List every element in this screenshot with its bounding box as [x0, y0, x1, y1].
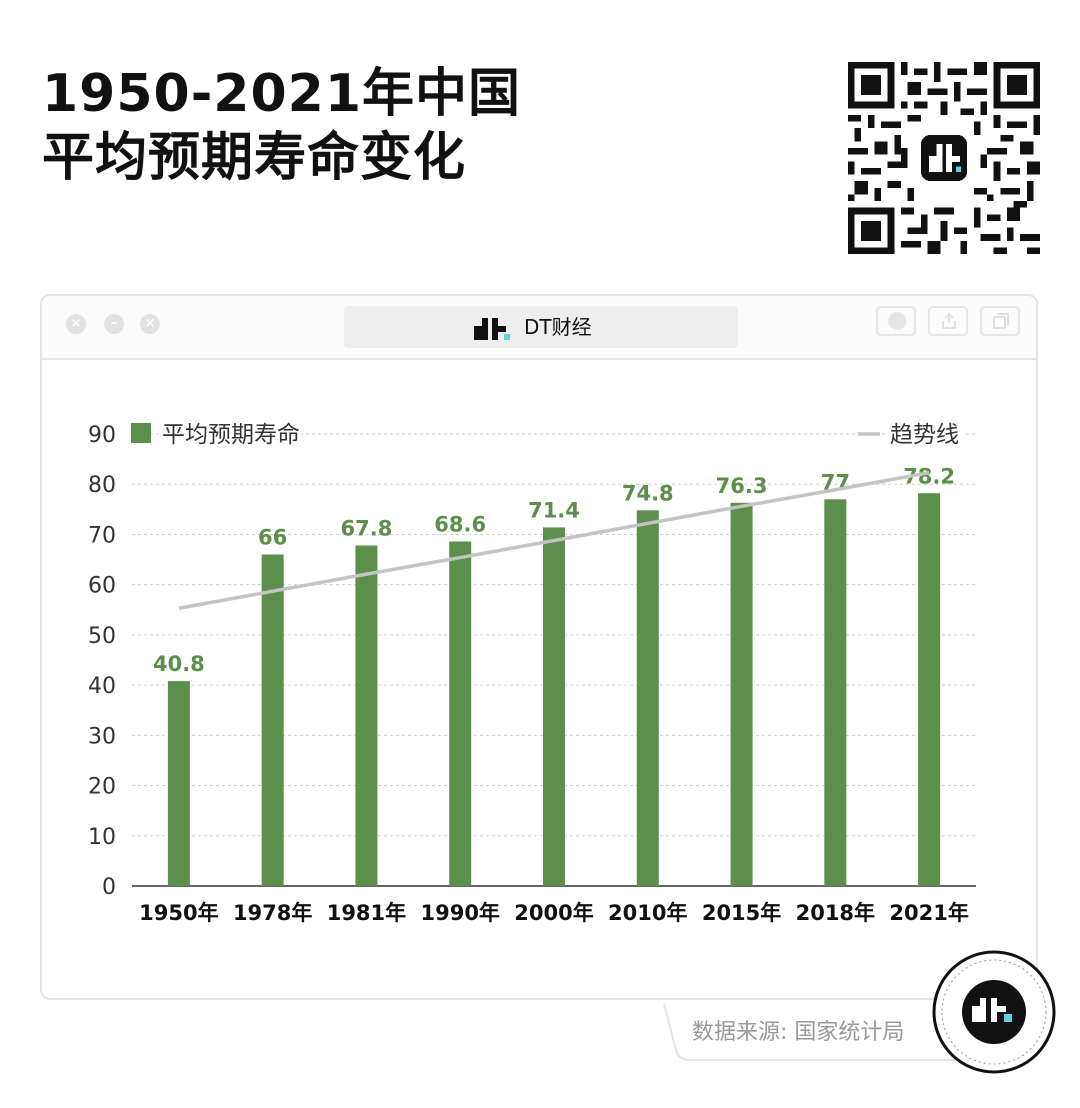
legend-label-bars: 平均预期寿命 [162, 422, 300, 448]
dt-logo-icon [474, 318, 510, 340]
y-tick-label: 60 [88, 574, 116, 599]
window-tab[interactable]: DT财经 [344, 306, 738, 348]
x-tick-label: 2015年 [702, 901, 781, 925]
bar-value-label: 66 [258, 526, 287, 550]
title-line-1: 1950-2021年中国 [42, 64, 522, 124]
dt-badge-icon [932, 950, 1056, 1074]
x-tick-label: 2021年 [889, 901, 968, 925]
record-icon [888, 312, 906, 330]
bar [167, 681, 190, 886]
bar [355, 545, 378, 886]
y-tick-label: 0 [102, 875, 116, 900]
record-button[interactable] [876, 306, 916, 336]
page-title: 1950-2021年中国 平均预期寿命变化 [42, 62, 521, 190]
x-tick-label: 1981年 [327, 901, 406, 925]
y-tick-label: 40 [88, 674, 116, 699]
x-tick-label: 1950年 [139, 901, 218, 925]
legend-swatch-bars [131, 423, 151, 443]
y-tick-label: 70 [88, 523, 116, 548]
bar [824, 499, 847, 886]
bar-value-label: 68.6 [434, 512, 486, 536]
bar [261, 554, 284, 886]
y-tick-label: 50 [88, 624, 116, 649]
y-tick-label: 80 [88, 473, 116, 498]
share-button[interactable] [928, 306, 968, 336]
bar [918, 493, 941, 886]
browser-window: × – × DT财经 [40, 294, 1038, 1000]
tab-label: DT财经 [524, 315, 592, 339]
y-tick-label: 30 [88, 724, 116, 749]
y-tick-label: 10 [88, 825, 116, 850]
bar [543, 527, 565, 886]
x-tick-label: 1990年 [420, 901, 499, 925]
bar-value-label: 67.8 [341, 516, 393, 540]
x-tick-label: 1978年 [233, 901, 312, 925]
copy-button[interactable] [980, 306, 1020, 336]
legend-label-trend: 趋势线 [890, 422, 959, 448]
bar-value-label: 76.3 [716, 474, 768, 498]
data-source: 数据来源: 国家统计局 [692, 1020, 905, 1045]
y-tick-label: 90 [88, 423, 116, 448]
x-tick-label: 2018年 [796, 901, 875, 925]
share-icon [942, 312, 956, 329]
x-tick-label: 2000年 [514, 901, 593, 925]
bar [730, 502, 753, 886]
zoom-icon[interactable]: × [140, 314, 160, 334]
y-tick-label: 20 [88, 775, 116, 800]
window-title-bar: × – × DT财经 [42, 296, 1036, 360]
source-tag [663, 1004, 960, 1061]
close-icon[interactable]: × [66, 314, 86, 334]
minimize-icon[interactable]: – [104, 314, 124, 334]
qr-code [848, 62, 1040, 254]
title-line-2: 平均预期寿命变化 [42, 128, 467, 188]
bar [449, 541, 472, 886]
bar-value-label: 40.8 [153, 652, 205, 676]
bar [636, 510, 659, 886]
bar-value-label: 71.4 [528, 498, 580, 522]
trend-line [178, 470, 930, 610]
bar-value-label: 74.8 [622, 481, 674, 505]
copy-icon [993, 313, 1009, 329]
x-tick-label: 2010年 [608, 901, 687, 925]
